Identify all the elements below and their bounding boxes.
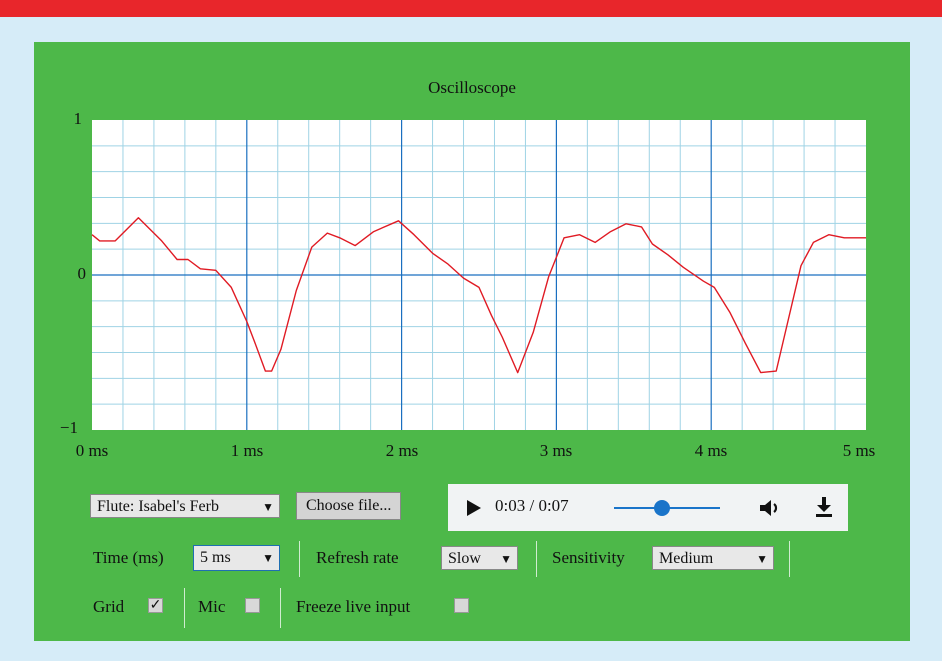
x-label-4: 4 ms — [694, 441, 728, 460]
mic-checkbox[interactable] — [245, 598, 260, 613]
choose-file-button[interactable]: Choose file... — [296, 492, 402, 520]
refresh-rate-label: Refresh rate — [316, 548, 399, 567]
volume-icon[interactable] — [759, 498, 783, 518]
chevron-down-icon: ▼ — [756, 552, 768, 566]
divider — [299, 541, 300, 577]
source-select[interactable]: Flute: Isabel's Ferb ▼ — [90, 494, 280, 518]
player-time: 0:03 / 0:07 — [495, 496, 569, 515]
mic-label: Mic — [198, 597, 226, 616]
time-select-value: 5 ms — [200, 549, 231, 566]
waveform-trace — [91, 216, 866, 374]
y-label-top: 1 — [73, 109, 83, 128]
freeze-label: Freeze live input — [296, 597, 411, 616]
freeze-checkbox[interactable] — [454, 598, 469, 613]
y-label-zero: 0 — [77, 264, 87, 283]
x-label-5: 5 ms — [842, 441, 876, 460]
oscilloscope-panel: Oscilloscope 1 0 −1 0 ms 1 ms 2 ms 3 ms … — [34, 42, 910, 641]
audio-player: 0:03 / 0:07 — [448, 484, 848, 531]
x-label-0: 0 ms — [75, 441, 109, 460]
chevron-down-icon: ▼ — [500, 552, 512, 566]
time-select[interactable]: 5 ms ▼ — [193, 545, 280, 571]
x-label-2: 2 ms — [385, 441, 419, 460]
time-label: Time (ms) — [93, 548, 164, 567]
chevron-down-icon: ▼ — [262, 500, 274, 514]
download-icon[interactable] — [814, 496, 834, 518]
y-label-bottom: −1 — [59, 418, 78, 437]
refresh-rate-select[interactable]: Slow ▼ — [441, 546, 518, 570]
grid-label: Grid — [93, 597, 125, 616]
sensitivity-select[interactable]: Medium ▼ — [652, 546, 774, 570]
divider — [280, 588, 281, 628]
x-label-1: 1 ms — [230, 441, 264, 460]
divider — [184, 588, 185, 628]
sensitivity-label: Sensitivity — [552, 548, 625, 567]
source-select-value: Flute: Isabel's Ferb — [97, 498, 219, 515]
divider — [789, 541, 790, 577]
header-bar — [0, 0, 942, 17]
sensitivity-value: Medium — [659, 550, 714, 567]
play-icon[interactable] — [466, 499, 482, 517]
grid-checkbox[interactable]: ✓ — [148, 598, 163, 613]
x-label-3: 3 ms — [539, 441, 573, 460]
chevron-down-icon: ▼ — [262, 551, 274, 565]
oscilloscope-plot — [91, 120, 866, 430]
divider — [536, 541, 537, 577]
scope-title: Oscilloscope — [428, 78, 516, 97]
refresh-rate-value: Slow — [448, 550, 481, 567]
seek-thumb[interactable] — [653, 500, 670, 516]
